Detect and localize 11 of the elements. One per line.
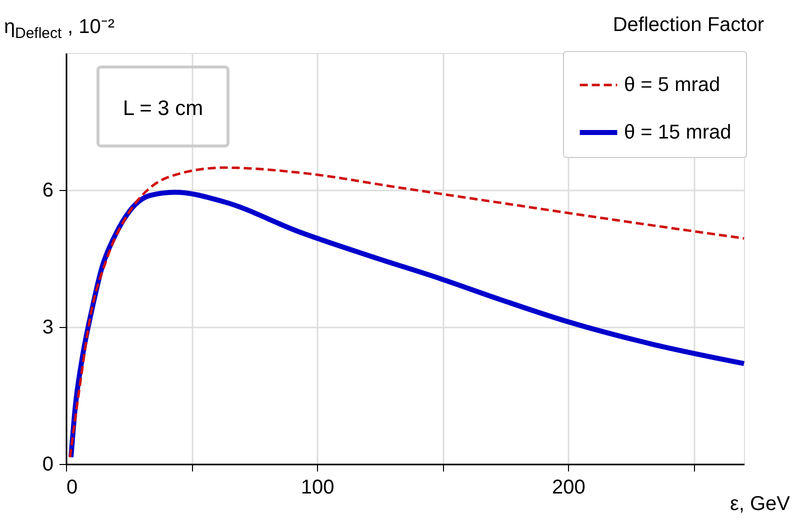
chart-title: Deflection Factor bbox=[612, 14, 764, 36]
legend-label: θ = 15 mrad bbox=[624, 122, 732, 144]
annotation: L = 3 cm bbox=[122, 97, 204, 120]
x-axis-title: ε, GeV bbox=[730, 493, 791, 515]
y-tick-label: 3 bbox=[42, 316, 54, 338]
y-tick-label: 0 bbox=[42, 454, 54, 476]
y-tick-label: 6 bbox=[42, 180, 54, 202]
x-tick-label: 200 bbox=[552, 476, 586, 498]
x-tick-label: 0 bbox=[66, 476, 78, 498]
x-tick-label: 100 bbox=[300, 476, 334, 498]
legend-label: θ = 5 mrad bbox=[624, 74, 720, 96]
